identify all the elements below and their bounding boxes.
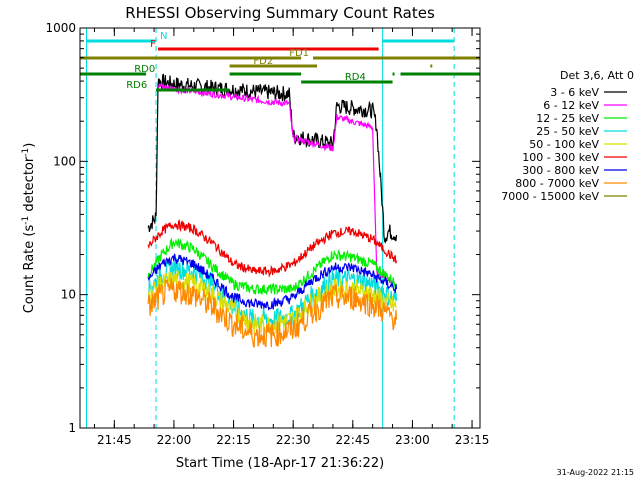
flag-bar-label-1: F xyxy=(150,39,156,50)
y-axis-label-mid: detector xyxy=(22,156,37,216)
y-tick-label-0: 1 xyxy=(68,421,76,435)
y-axis-label-sup2: -1 xyxy=(21,148,31,157)
legend-label-6: 300 - 800 keV xyxy=(522,164,599,177)
flag-bar-label-0: N xyxy=(160,31,167,42)
flag-bar-label-6: RD6 xyxy=(126,80,147,91)
footer-date: 31-Aug-2022 21:15 xyxy=(557,468,634,477)
y-axis-label: Count Rate (s-1 detector-1) xyxy=(21,143,37,314)
x-tick-label-1: 22:00 xyxy=(157,433,192,447)
x-tick-label-0: 21:45 xyxy=(97,433,132,447)
legend-label-3: 25 - 50 keV xyxy=(536,125,599,138)
series-line-3 xyxy=(147,257,398,328)
x-axis-label: Start Time (18-Apr-17 21:36:22) xyxy=(176,456,384,471)
legend-label-5: 100 - 300 keV xyxy=(522,151,599,164)
legend-label-1: 6 - 12 keV xyxy=(543,99,599,112)
legend-label-0: 3 - 6 keV xyxy=(550,86,599,99)
flag-bar-label-2: FD1 xyxy=(289,48,309,59)
x-tick-label-5: 23:00 xyxy=(395,433,430,447)
x-tick-label-4: 22:45 xyxy=(336,433,371,447)
y-axis-label-end: ) xyxy=(22,143,37,148)
series-line-1 xyxy=(157,81,397,286)
y-tick-label-2: 100 xyxy=(53,154,76,168)
series-line-6 xyxy=(147,253,398,311)
series-line-0 xyxy=(147,73,398,244)
series-line-7 xyxy=(147,277,398,349)
x-tick-label-2: 22:15 xyxy=(216,433,251,447)
y-tick-label-3: 1000 xyxy=(45,21,76,35)
flag-bar-label-4: RD0 xyxy=(134,64,155,75)
y-axis-label-sup1: -1 xyxy=(21,216,31,225)
legend-label-2: 12 - 25 keV xyxy=(536,112,599,125)
flag-bar-label-3: FD2 xyxy=(253,56,273,67)
x-tick-label-3: 22:30 xyxy=(276,433,311,447)
series-line-5 xyxy=(147,219,398,278)
y-axis-label-main: Count Rate (s xyxy=(22,225,37,314)
flag-bar-label-5: RD4 xyxy=(345,72,366,83)
legend-label-8: 7000 - 15000 keV xyxy=(501,190,599,203)
series-line-2 xyxy=(147,237,398,295)
legend-label-7: 800 - 7000 keV xyxy=(515,177,599,190)
axis-ticks: 21:45 22:00 22:15 22:30 22:45 23:00 23:15 1 10 10… xyxy=(45,21,489,447)
y-tick-label-1: 10 xyxy=(61,288,76,302)
chart-title: RHESSI Observing Summary Count Rates xyxy=(125,4,435,22)
legend-title: Det 3,6, Att 0 xyxy=(560,69,634,82)
legend-label-4: 50 - 100 keV xyxy=(529,138,599,151)
plot-frame xyxy=(79,27,481,429)
x-tick-label-6: 23:15 xyxy=(455,433,490,447)
flag-bars: NF FD1 FD2 RD0 RD4 RD6 xyxy=(80,31,480,92)
